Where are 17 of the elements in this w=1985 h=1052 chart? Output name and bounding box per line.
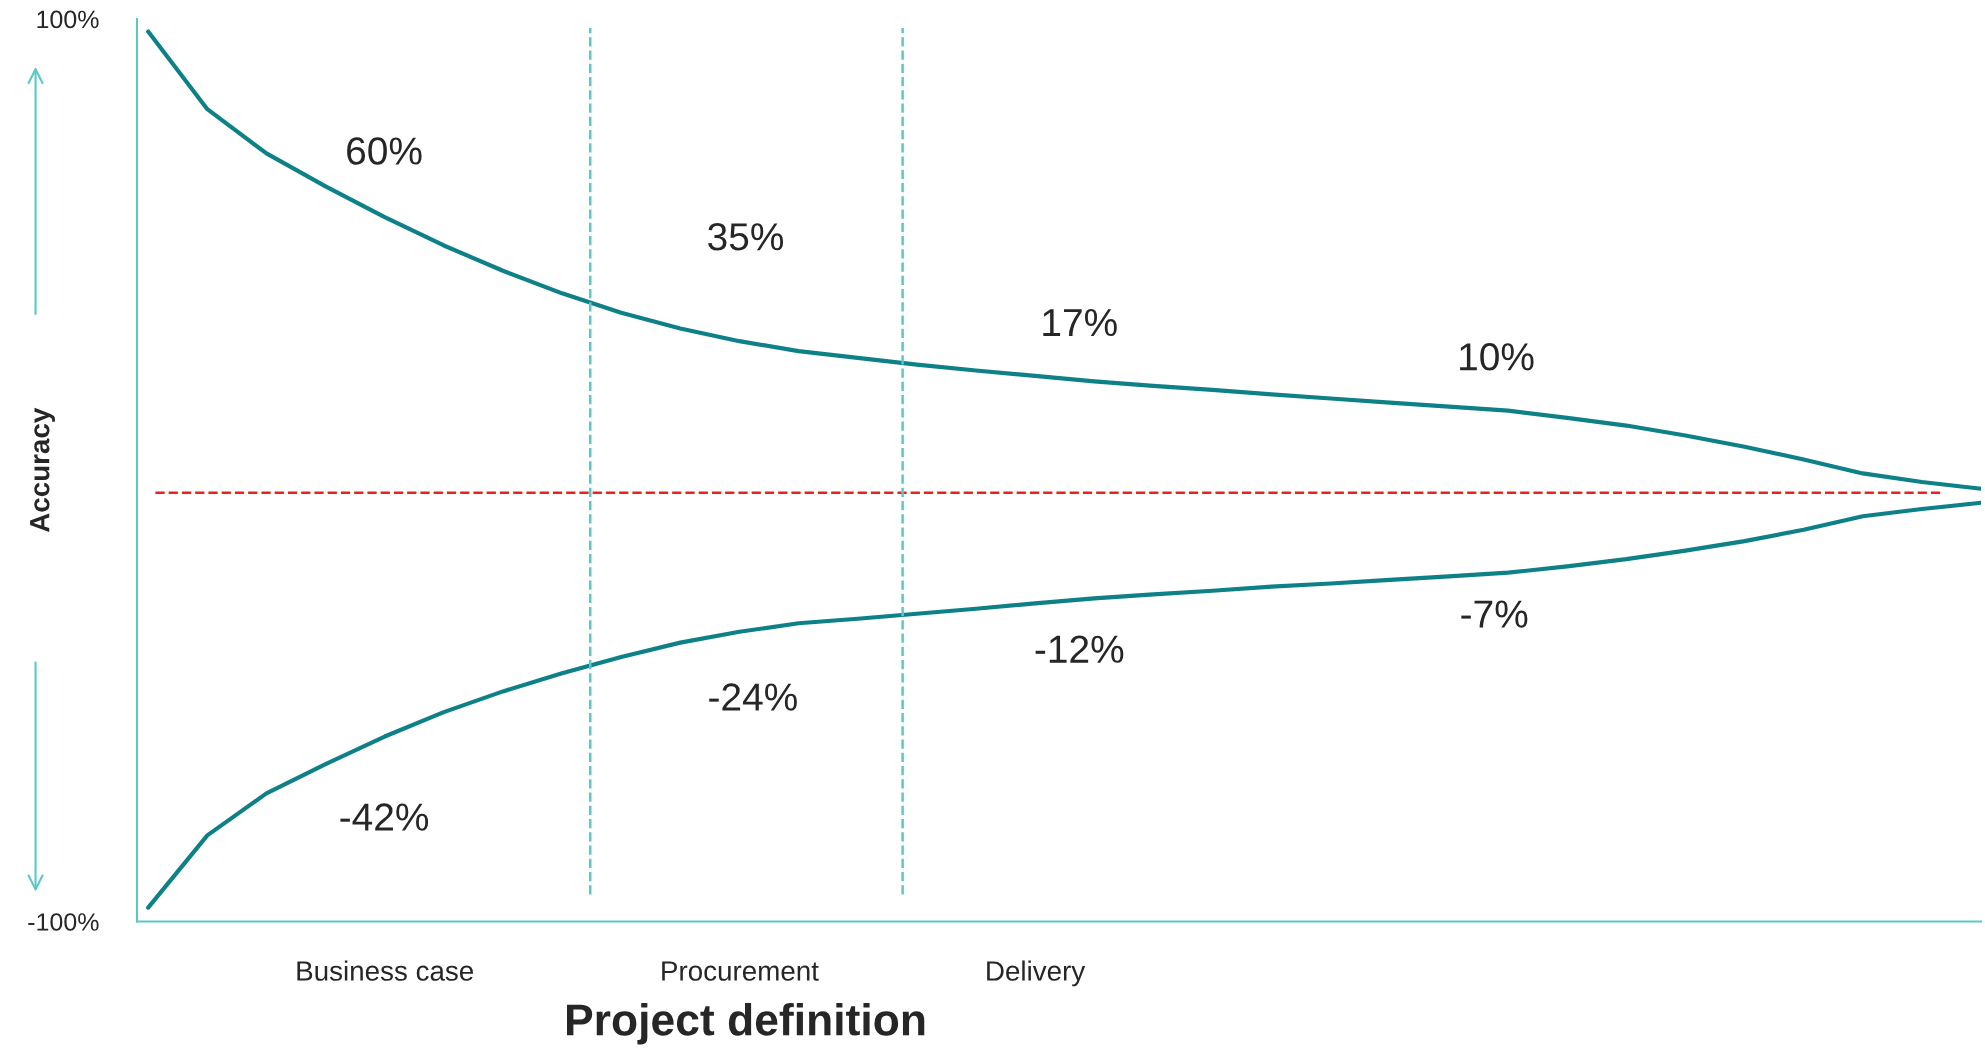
line-series: [146, 500, 1982, 910]
annotation: -42%: [340, 803, 429, 831]
y-axis-title: Accuracy: [30, 407, 55, 533]
x-tick-label: Business case: [297, 960, 474, 981]
annotation: -24%: [709, 683, 797, 711]
x-tick-label: Procurement: [662, 961, 819, 981]
annotation: -12%: [1035, 635, 1124, 663]
annotation: 17%: [1043, 308, 1117, 337]
y-tick-label: 100%: [37, 10, 99, 29]
line-series: [146, 29, 1982, 491]
y-tick-label: -100%: [28, 913, 99, 931]
annotation: 10%: [1460, 343, 1534, 371]
annotation: -7%: [1461, 600, 1528, 628]
x-axis-title: Project definition: [567, 1003, 925, 1045]
x-tick-label: Delivery: [987, 960, 1086, 987]
annotation: 35%: [708, 222, 784, 251]
annotation: 60%: [347, 137, 422, 165]
